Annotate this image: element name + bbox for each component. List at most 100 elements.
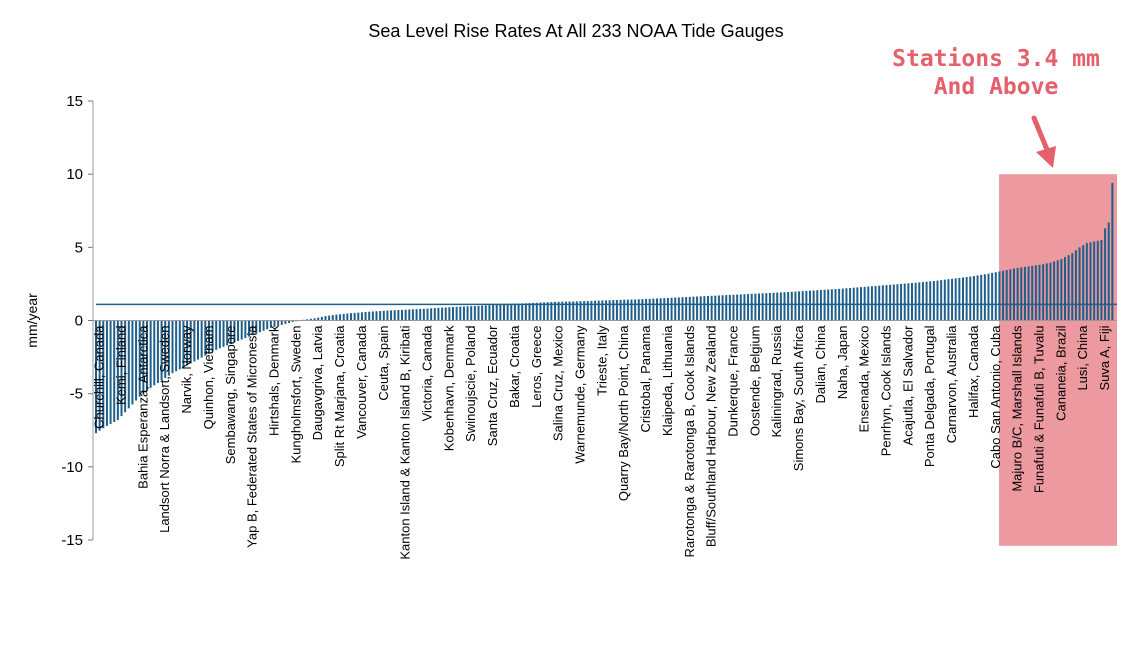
bar: [881, 285, 884, 321]
bar: [186, 320, 189, 366]
bar: [790, 291, 793, 321]
bar: [1020, 267, 1023, 321]
bar: [459, 306, 462, 321]
category-label: Acajutla, El Salvador: [900, 325, 915, 446]
bar: [532, 302, 535, 321]
bar: [652, 298, 655, 321]
bar: [900, 283, 903, 321]
bar: [921, 282, 924, 321]
bar: [612, 300, 615, 321]
bar: [448, 307, 451, 321]
bar: [204, 320, 207, 356]
bar: [936, 280, 939, 321]
category-label: Quinhon, Vietnam: [201, 326, 216, 430]
bar: [244, 320, 247, 339]
bar: [940, 280, 943, 321]
bar: [546, 302, 549, 321]
bar: [918, 282, 921, 321]
bar: [167, 320, 170, 376]
bar: [623, 299, 626, 321]
bar: [379, 311, 382, 321]
bar: [1023, 266, 1026, 321]
bar: [561, 301, 564, 321]
bar: [914, 282, 917, 321]
bar: [317, 317, 320, 321]
category-label: Naha, Japan: [835, 326, 850, 400]
bar: [550, 302, 553, 321]
bar: [371, 311, 374, 321]
bar: [240, 320, 243, 340]
bar: [364, 312, 367, 321]
bar: [481, 305, 484, 321]
annotation-line-1: Stations 3.4 mm: [892, 46, 1100, 72]
bar: [925, 281, 928, 321]
category-label: Penrhyn, Cook Islands: [879, 325, 894, 456]
category-label: Kungholmsfort, Sweden: [288, 326, 303, 464]
bar: [699, 296, 702, 321]
bar: [393, 310, 396, 321]
bar: [809, 290, 812, 321]
bar: [943, 279, 946, 321]
bar: [732, 294, 735, 321]
bar: [980, 274, 983, 321]
bar: [889, 284, 892, 321]
bar: [710, 295, 713, 321]
bar: [124, 320, 127, 413]
y-tick-label: 10: [66, 166, 83, 183]
bar: [772, 292, 775, 321]
bar: [1002, 270, 1005, 321]
category-label: Majuro B/C, Marshall Islands: [1010, 325, 1025, 492]
bar: [1082, 245, 1085, 321]
bar: [437, 307, 440, 321]
bar: [929, 281, 932, 321]
y-tick-label: 0: [75, 313, 83, 330]
bar: [645, 298, 648, 321]
bar: [127, 320, 130, 409]
bar: [222, 320, 225, 347]
category-label: Ceuta, Spain: [376, 326, 391, 401]
category-label: Rarotonga & Rarotonga B, Cook Islands: [682, 325, 697, 557]
category-label: Dalian, China: [813, 325, 828, 404]
category-label: Yap B, Federated States of Micronesia: [245, 325, 260, 548]
bar: [543, 302, 546, 321]
bar: [575, 301, 578, 321]
bar: [401, 309, 404, 321]
category-label: Kemi, Finland: [114, 326, 129, 405]
bar: [109, 320, 112, 424]
bar: [659, 298, 662, 321]
category-label: Bahia Esperanza, Antarctica: [135, 325, 150, 489]
bar: [688, 296, 691, 321]
bar: [1107, 222, 1110, 321]
category-label: Dunkerque, France: [726, 326, 741, 437]
category-label: Warnemunde, Germany: [573, 325, 588, 464]
bar: [368, 311, 371, 321]
bar: [135, 320, 138, 401]
bar: [280, 320, 283, 325]
category-label: Split Rt Marjana, Croatia: [332, 325, 347, 467]
bar: [211, 320, 214, 352]
category-label: Victoria, Canada: [420, 325, 435, 422]
bar: [1074, 250, 1077, 321]
bar: [626, 299, 629, 321]
bar: [991, 272, 994, 321]
bar: [346, 313, 349, 321]
bar: [761, 293, 764, 321]
bar: [335, 314, 338, 321]
bar: [681, 297, 684, 321]
category-label: Santa Cruz, Ecuador: [485, 325, 500, 446]
bar: [677, 297, 680, 321]
bar: [878, 285, 881, 321]
bar: [1034, 265, 1037, 321]
category-label: Quarry Bay/North Point, China: [616, 325, 631, 501]
bar: [404, 309, 407, 321]
bar: [962, 277, 965, 321]
bar: [812, 290, 815, 321]
y-axis-label: mm/year: [24, 293, 40, 348]
bar: [819, 290, 822, 321]
bar: [120, 320, 123, 417]
bar: [291, 320, 294, 322]
bar: [641, 299, 644, 321]
bar: [805, 290, 808, 321]
bar: [707, 295, 710, 321]
bar: [189, 320, 192, 364]
